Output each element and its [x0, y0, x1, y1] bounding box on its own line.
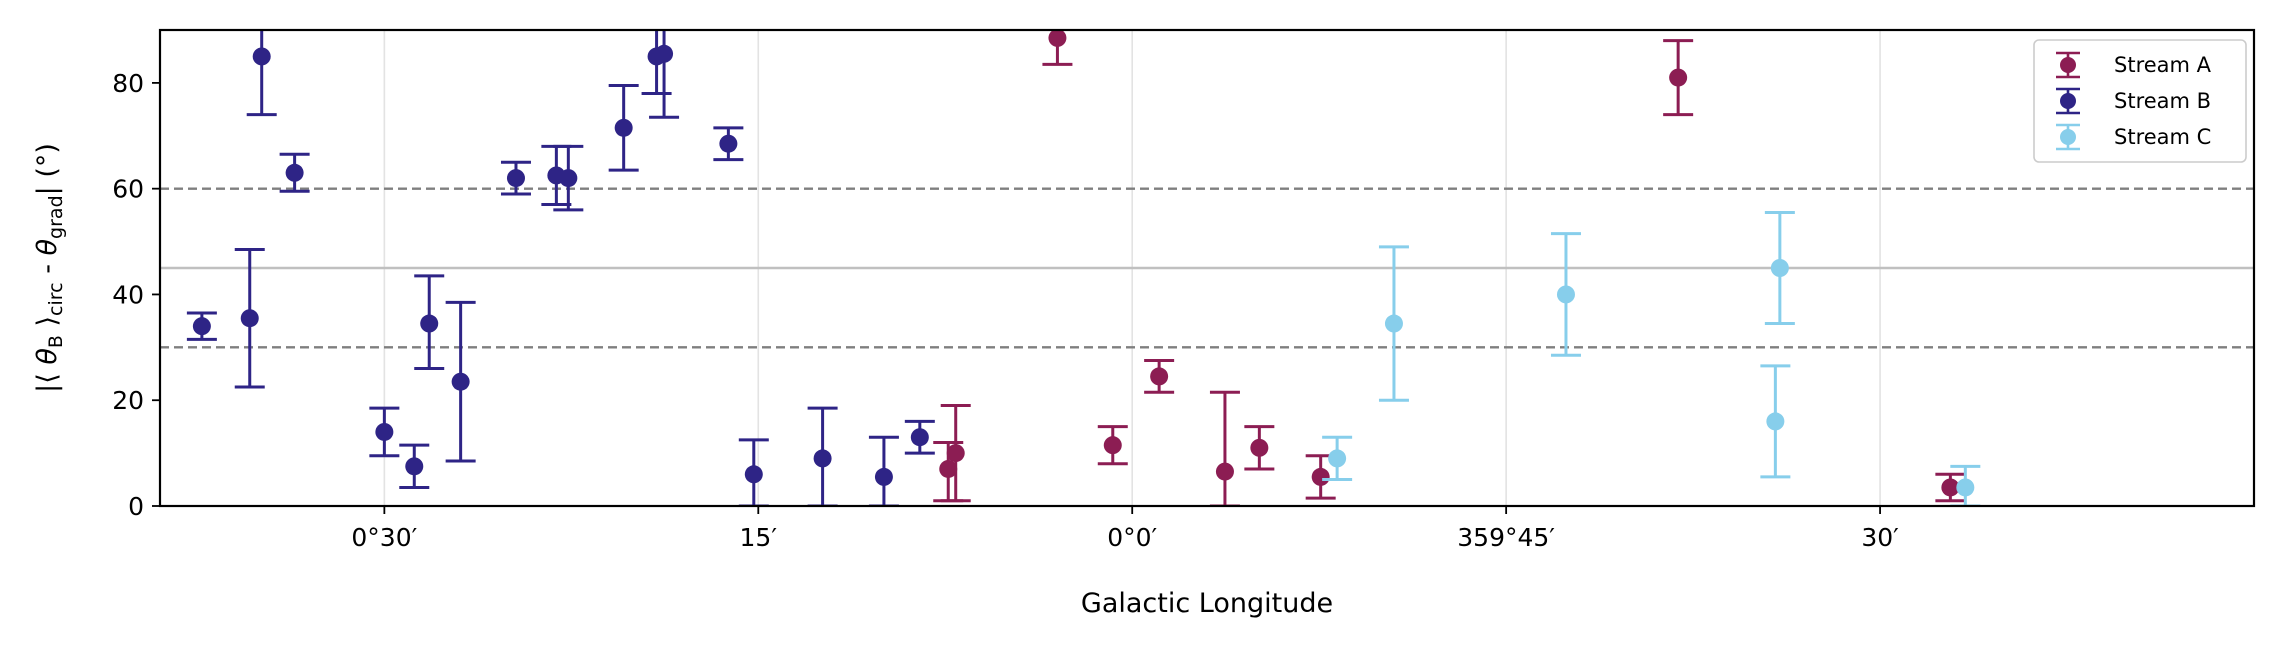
- data-point: [506, 169, 525, 188]
- data-point: [910, 428, 929, 447]
- data-point: [813, 449, 832, 468]
- x-tick-label: 0°30′: [351, 523, 417, 552]
- data-point: [1384, 314, 1403, 333]
- data-point: [1766, 412, 1785, 431]
- legend-marker: [2060, 93, 2076, 109]
- data-point: [1311, 467, 1330, 486]
- data-point: [1250, 438, 1269, 457]
- x-axis-label: Galactic Longitude: [1081, 588, 1333, 619]
- data-point: [1048, 30, 1067, 47]
- data-point: [655, 44, 674, 63]
- legend-marker: [2060, 129, 2076, 145]
- legend-label: Stream A: [2114, 53, 2212, 77]
- data-point: [285, 163, 304, 182]
- legend-label: Stream C: [2114, 125, 2211, 149]
- data-point: [939, 459, 958, 478]
- data-point: [1956, 478, 1975, 497]
- legend: Stream A Stream B Stream C: [2033, 39, 2247, 163]
- data-point: [1328, 449, 1347, 468]
- legend-item: Stream B: [2056, 87, 2211, 115]
- data-layer: [186, 30, 1981, 506]
- data-point: [240, 309, 259, 328]
- data-point: [1215, 462, 1234, 481]
- data-point: [1150, 367, 1169, 386]
- x-tick-label: 359°45′: [1457, 523, 1555, 552]
- data-point: [1669, 68, 1688, 87]
- x-tick-label: 0°0′: [1107, 523, 1157, 552]
- data-point: [1103, 436, 1122, 455]
- legend-label: Stream B: [2114, 89, 2211, 113]
- y-tick-label: 20: [112, 386, 144, 415]
- data-point: [1556, 285, 1575, 304]
- x-tick-label: 30′: [1861, 523, 1899, 552]
- data-point: [420, 314, 439, 333]
- data-point: [405, 457, 424, 476]
- data-point: [451, 372, 470, 391]
- data-point: [192, 317, 211, 336]
- y-tick-label: 40: [112, 280, 144, 309]
- x-tick-label: 15′: [740, 523, 778, 552]
- data-point: [719, 134, 738, 153]
- series-stream-c: [1322, 210, 1981, 506]
- legend-item: Stream A: [2056, 51, 2212, 79]
- legend-item: Stream C: [2056, 123, 2211, 151]
- reference-lines: [160, 187, 2254, 349]
- y-tick-label: 0: [128, 492, 144, 521]
- plot-frame: [158, 28, 2256, 508]
- data-point: [874, 467, 893, 486]
- y-tick-label: 80: [112, 69, 144, 98]
- legend-box: [2033, 39, 2247, 163]
- data-point: [946, 444, 965, 463]
- data-point: [614, 118, 633, 137]
- y-tick-label: 60: [112, 175, 144, 204]
- data-point: [375, 422, 394, 441]
- data-point: [1770, 259, 1789, 277]
- data-point: [744, 465, 763, 484]
- series-stream-b: [186, 30, 935, 506]
- plot-area: [186, 30, 1981, 506]
- legend-marker: [2060, 57, 2076, 73]
- y-axis-label: |⟨ θB ⟩circ - θgrad| (°): [32, 143, 67, 393]
- data-point: [252, 47, 271, 66]
- axis-layer: 0°30′ 15′ 0°0′ 359°45′ 30′ 0 20 40 60 80: [112, 69, 1899, 552]
- data-point: [1941, 478, 1960, 497]
- data-point: [559, 169, 578, 188]
